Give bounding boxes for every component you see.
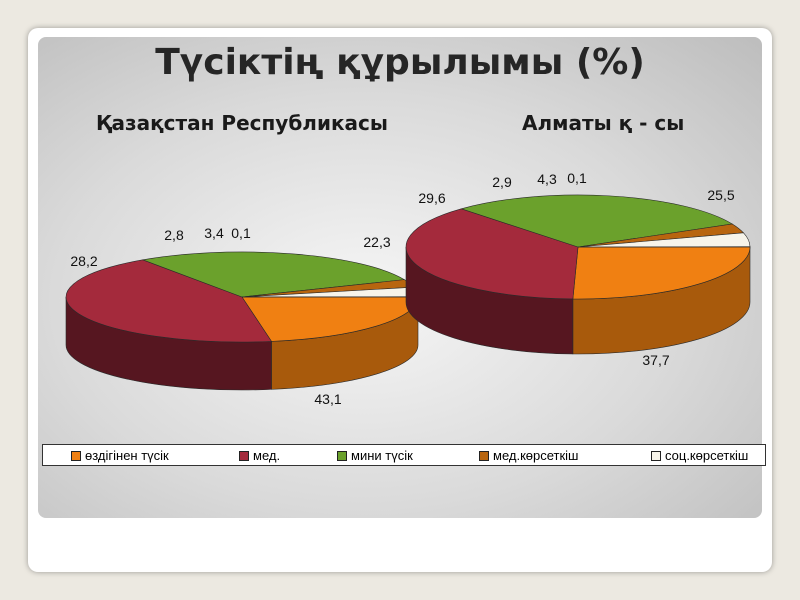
legend-item-mini: мини түсік — [337, 448, 413, 463]
pie-data-label: 29,6 — [418, 190, 445, 206]
legend-swatch — [337, 450, 347, 461]
pie-data-label: 3,4 — [204, 225, 224, 241]
pie-data-label: 28,2 — [70, 253, 97, 269]
pie-chart-2: 25,5 37,7 29,6 2,9 4,3 0,1 — [405, 170, 751, 368]
right-chart-subtitle: Алматы қ - сы — [522, 111, 685, 135]
pie-data-label: 4,3 — [537, 171, 557, 187]
pie-data-label: 0,1 — [231, 225, 251, 241]
pie-data-label: 22,3 — [363, 234, 390, 250]
legend-item-social-indication: соц.көрсеткіш — [651, 448, 748, 463]
legend-label: мед. — [253, 448, 281, 463]
pie-data-label: 43,1 — [314, 391, 341, 407]
legend-swatch — [239, 450, 249, 461]
pie-data-label: 2,9 — [492, 174, 512, 190]
pie-data-label: 2,8 — [164, 227, 184, 243]
chart-legend: өздігінен түсік мед. мини түсік мед.көрс… — [42, 444, 766, 466]
legend-swatch — [651, 450, 661, 461]
legend-item-med-indication: мед.көрсеткіш — [479, 448, 578, 463]
pie-data-label: 37,7 — [642, 352, 669, 368]
left-chart-subtitle: Қазақстан Республикасы — [96, 111, 388, 135]
legend-label: соц.көрсеткіш — [665, 448, 749, 463]
pie-slice — [405, 208, 579, 300]
legend-label: мини түсік — [351, 448, 413, 463]
pie-slice — [572, 246, 751, 300]
pie-slice — [141, 251, 406, 298]
legend-label: мед.көрсеткіш — [493, 448, 579, 463]
pie-data-label: 0,1 — [567, 170, 587, 186]
legend-item-medical: мед. — [239, 448, 280, 463]
legend-swatch — [479, 450, 489, 461]
pie-slice — [65, 259, 273, 343]
pie-chart-1: 22,3 43,1 28,2 2,8 3,4 0,1 — [65, 225, 419, 407]
legend-label: өздігінен түсік — [85, 448, 169, 463]
slide-title: Түсіктің құрылымы (%) — [155, 42, 645, 83]
pie-data-label: 25,5 — [707, 187, 734, 203]
legend-item-spontaneous: өздігінен түсік — [71, 448, 169, 463]
legend-swatch — [71, 450, 81, 461]
